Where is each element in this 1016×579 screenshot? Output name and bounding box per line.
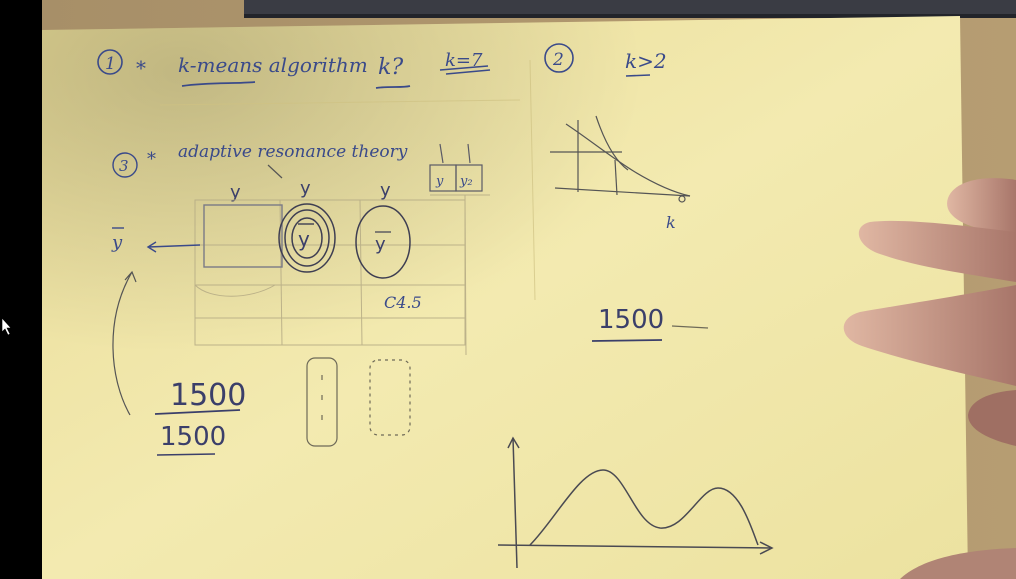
item3-number: 3 (119, 157, 129, 175)
small-box-2-label: y₂ (459, 174, 473, 189)
item3-text: adaptive resonance theory (178, 142, 408, 162)
right-number-text: 1500 (598, 305, 664, 335)
highlight-box (203, 204, 283, 268)
distribution-graph (497, 436, 774, 569)
note-item-3: 3 * adaptive resonance theory (112, 142, 408, 178)
note-item-2: 2 k>2 (544, 43, 667, 77)
left-black-bar (0, 0, 42, 579)
elbow-graph (550, 115, 691, 203)
item3-star: * (147, 149, 156, 170)
faint-lines (159, 59, 536, 301)
item1-k-eq-underline (439, 65, 491, 75)
note-item-1: 1 * k-means algorithm k? k=7 (97, 49, 491, 89)
pencil-grid (194, 194, 490, 356)
fraction-line (154, 409, 241, 415)
item1-number-circle (97, 49, 123, 75)
fraction: 1500 1500 (154, 378, 246, 456)
right-number: 1500 (591, 305, 709, 342)
left-arrow (146, 241, 201, 253)
fraction-underline (156, 453, 216, 456)
item1-k-underline (375, 85, 411, 89)
pointer-line (267, 164, 283, 179)
right-number-underline (591, 339, 663, 342)
circle-2-label: y (375, 234, 386, 255)
item2-number-circle (544, 43, 574, 73)
paper-shadow (42, 16, 968, 579)
elbow-axis-label: k (666, 213, 676, 232)
small-y-boxes (429, 143, 483, 192)
grid-header-1: y (230, 182, 241, 203)
circle-1-label: y (298, 227, 310, 251)
dotted-capsules (306, 357, 411, 447)
item1-underline (181, 81, 256, 87)
item2-number: 2 (552, 50, 564, 70)
item1-k: k? (378, 55, 403, 80)
grid-header-2: y (300, 178, 311, 199)
curved-arrow (112, 270, 137, 416)
side-label: y (111, 232, 123, 253)
item3-number-circle (112, 152, 138, 178)
item2-text: k>2 (625, 49, 667, 73)
item1-number: 1 (105, 54, 116, 74)
grid-header-3: y (380, 180, 391, 201)
item2-underline (625, 74, 651, 77)
c45-label: C4.5 (384, 293, 422, 312)
mouse-cursor (1, 317, 12, 336)
cluster-circles (278, 203, 411, 279)
right-number-arrow (671, 325, 709, 329)
hand (843, 178, 1016, 579)
fraction-top: 1500 (170, 378, 246, 413)
fraction-bottom: 1500 (160, 422, 226, 452)
item1-k-eq: k=7 (445, 50, 483, 71)
small-box-1-label: y (435, 174, 444, 189)
item1-star: * (136, 56, 146, 80)
item1-text: k-means algorithm (178, 53, 368, 77)
top-ruler-edge (244, 14, 1016, 18)
top-ruler (244, 0, 1016, 18)
